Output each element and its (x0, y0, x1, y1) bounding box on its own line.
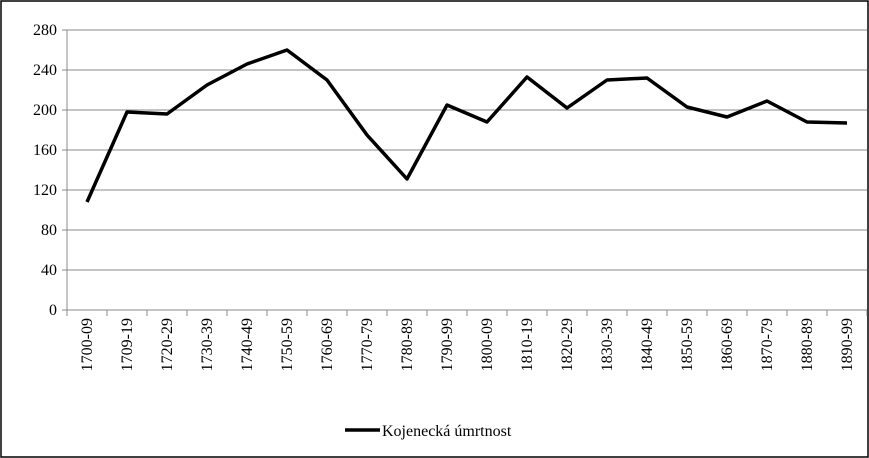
x-tick-label: 1740-49 (239, 318, 256, 371)
x-tick-label: 1890-99 (839, 318, 856, 371)
y-tick-label: 80 (41, 222, 57, 239)
x-tick-label: 1820-29 (559, 318, 576, 371)
x-tick-label: 1840-49 (639, 318, 656, 371)
x-tick-label: 1750-59 (279, 318, 296, 371)
y-tick-label: 160 (33, 142, 57, 159)
x-tick-label: 1800-09 (479, 318, 496, 371)
x-tick-label: 1880-89 (799, 318, 816, 371)
x-tick-label: 1780-89 (399, 318, 416, 371)
x-tick-label: 1870-79 (759, 318, 776, 371)
x-tick-label: 1709-19 (119, 318, 136, 371)
x-tick-label: 1700-09 (79, 318, 96, 371)
x-tick-label: 1760-69 (319, 318, 336, 371)
x-tick-label: 1830-39 (599, 318, 616, 371)
x-tick-label: 1770-79 (359, 318, 376, 371)
x-tick-label: 1790-99 (439, 318, 456, 371)
y-tick-label: 120 (33, 182, 57, 199)
x-tick-label: 1730-39 (199, 318, 216, 371)
x-tick-label: 1810-19 (519, 318, 536, 371)
y-tick-label: 200 (33, 102, 57, 119)
series-line (85, 48, 848, 203)
x-tick-label: 1720-29 (159, 318, 176, 371)
legend-label: Kojenecká úmrtnost (382, 423, 512, 440)
y-tick-label: 240 (33, 62, 57, 79)
y-tick-label: 280 (33, 22, 57, 39)
y-tick-label: 40 (41, 262, 57, 279)
x-tick-label: 1860-69 (719, 318, 736, 371)
y-tick-label: 0 (49, 302, 57, 319)
x-tick-label: 1850-59 (679, 318, 696, 371)
